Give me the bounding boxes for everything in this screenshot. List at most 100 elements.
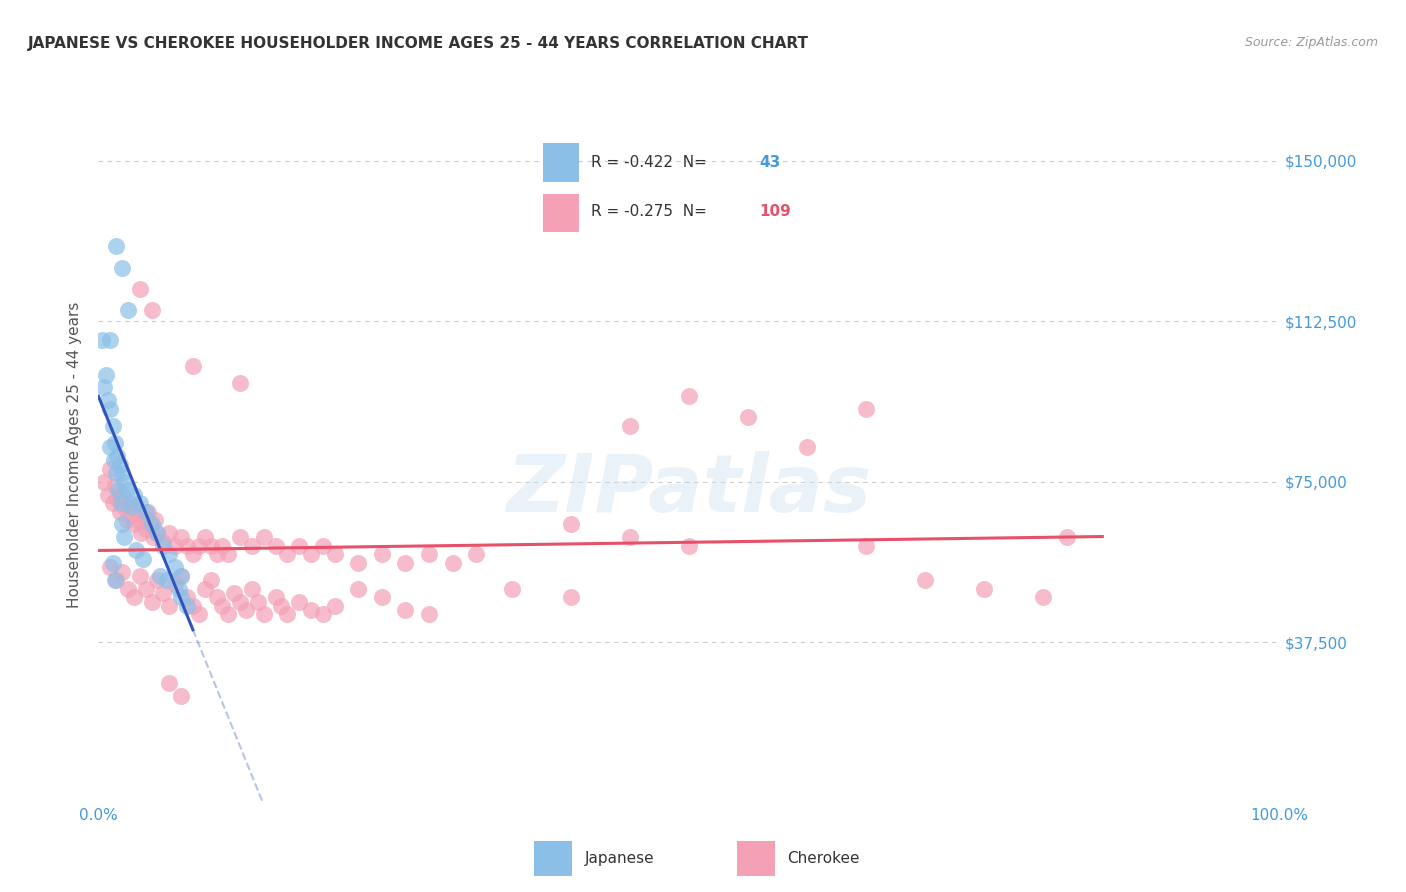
Point bbox=[105, 573, 128, 587]
Point bbox=[165, 577, 187, 591]
Point bbox=[176, 539, 198, 553]
Point bbox=[560, 591, 582, 605]
Point bbox=[157, 526, 180, 541]
Point bbox=[217, 548, 239, 562]
Point bbox=[112, 530, 135, 544]
Point bbox=[157, 548, 180, 562]
Point bbox=[855, 539, 877, 553]
Point bbox=[181, 599, 204, 613]
Point bbox=[323, 548, 346, 562]
Point bbox=[112, 500, 135, 515]
Text: ZIPatlas: ZIPatlas bbox=[506, 450, 872, 529]
Point bbox=[418, 607, 440, 622]
Point bbox=[152, 586, 174, 600]
Point bbox=[170, 569, 193, 583]
Point bbox=[240, 539, 263, 553]
Point bbox=[128, 569, 150, 583]
Point bbox=[98, 441, 121, 455]
Point bbox=[167, 582, 190, 596]
Point bbox=[128, 496, 150, 510]
Point bbox=[205, 548, 228, 562]
Point bbox=[149, 569, 172, 583]
Point bbox=[264, 539, 287, 553]
Point bbox=[136, 505, 159, 519]
Point bbox=[224, 586, 246, 600]
Point bbox=[394, 556, 416, 570]
Point bbox=[165, 539, 187, 553]
Text: Source: ZipAtlas.com: Source: ZipAtlas.com bbox=[1244, 36, 1378, 49]
Point bbox=[105, 491, 128, 506]
Point bbox=[246, 594, 269, 608]
Point bbox=[176, 591, 198, 605]
Point bbox=[125, 543, 148, 558]
Point bbox=[1056, 530, 1078, 544]
Point bbox=[104, 573, 127, 587]
Point bbox=[170, 530, 193, 544]
Point bbox=[217, 607, 239, 622]
Point bbox=[200, 573, 222, 587]
Point bbox=[122, 591, 145, 605]
Bar bbox=[737, 841, 775, 876]
Point bbox=[111, 517, 134, 532]
Point bbox=[107, 483, 129, 498]
Point bbox=[104, 436, 127, 450]
Point bbox=[347, 582, 370, 596]
Point bbox=[115, 513, 138, 527]
Point bbox=[205, 591, 228, 605]
Point bbox=[299, 548, 322, 562]
Point bbox=[441, 556, 464, 570]
Point bbox=[93, 380, 115, 394]
Point bbox=[678, 539, 700, 553]
Point bbox=[229, 376, 252, 391]
Point bbox=[97, 393, 120, 408]
Point bbox=[1032, 591, 1054, 605]
Point bbox=[181, 548, 204, 562]
Point bbox=[98, 334, 121, 348]
Y-axis label: Householder Income Ages 25 - 44 years: Householder Income Ages 25 - 44 years bbox=[67, 301, 83, 608]
Point bbox=[105, 449, 128, 463]
Point bbox=[141, 303, 163, 318]
Point bbox=[118, 496, 141, 510]
Point bbox=[181, 359, 204, 373]
Point bbox=[97, 487, 120, 501]
Point bbox=[111, 565, 134, 579]
Point bbox=[98, 401, 121, 416]
Point bbox=[253, 607, 276, 622]
Point bbox=[146, 526, 169, 541]
Point bbox=[187, 539, 209, 553]
Point bbox=[560, 517, 582, 532]
Point bbox=[194, 530, 217, 544]
Point bbox=[105, 466, 128, 480]
Point bbox=[418, 548, 440, 562]
Point bbox=[855, 401, 877, 416]
Point bbox=[108, 458, 131, 472]
Point bbox=[152, 539, 174, 553]
Point bbox=[101, 419, 124, 434]
Point bbox=[156, 573, 179, 587]
Point bbox=[121, 508, 143, 523]
Point bbox=[122, 487, 145, 501]
Point bbox=[111, 487, 134, 501]
Point bbox=[135, 505, 157, 519]
Point bbox=[465, 548, 488, 562]
Point bbox=[229, 530, 252, 544]
Text: JAPANESE VS CHEROKEE HOUSEHOLDER INCOME AGES 25 - 44 YEARS CORRELATION CHART: JAPANESE VS CHEROKEE HOUSEHOLDER INCOME … bbox=[28, 36, 808, 51]
Text: Cherokee: Cherokee bbox=[787, 851, 860, 866]
Bar bbox=[543, 194, 579, 232]
Text: R = -0.275  N=: R = -0.275 N= bbox=[591, 204, 706, 219]
Point bbox=[501, 582, 523, 596]
Point bbox=[139, 517, 162, 532]
Point bbox=[128, 513, 150, 527]
Point bbox=[142, 530, 165, 544]
Point bbox=[371, 591, 394, 605]
Point bbox=[93, 475, 115, 489]
Point bbox=[288, 594, 311, 608]
Point bbox=[128, 282, 150, 296]
Point bbox=[146, 573, 169, 587]
Point bbox=[117, 582, 139, 596]
Point bbox=[98, 462, 121, 476]
Point bbox=[737, 410, 759, 425]
Point bbox=[108, 505, 131, 519]
Point bbox=[98, 560, 121, 574]
Point bbox=[110, 496, 132, 510]
